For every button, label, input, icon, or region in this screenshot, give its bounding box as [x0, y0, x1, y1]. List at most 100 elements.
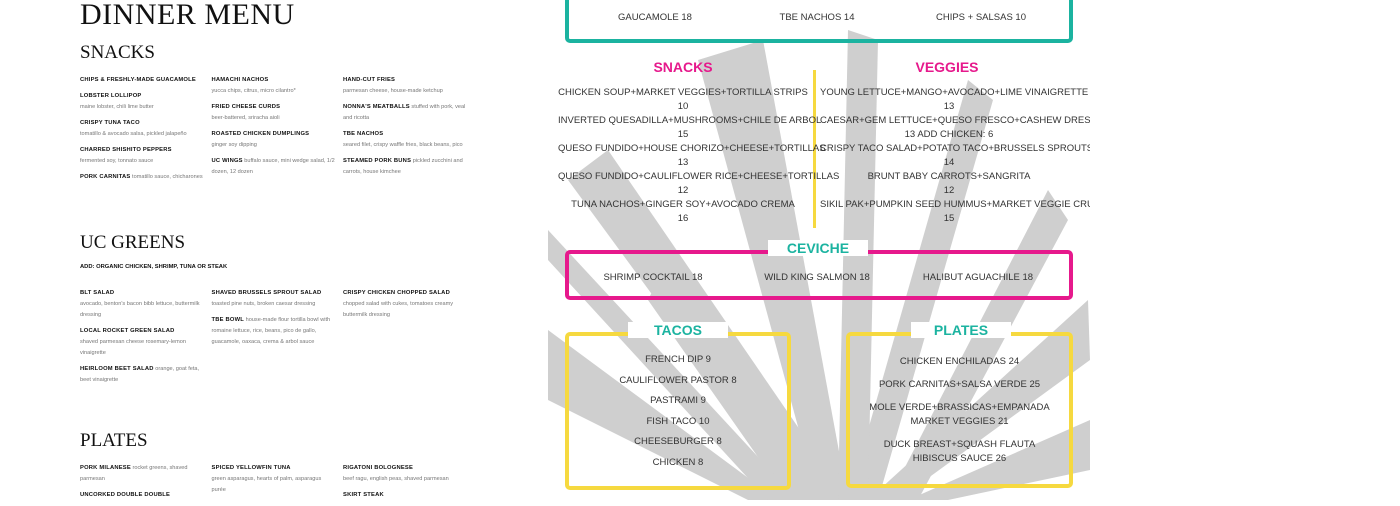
veggie-line: 13 ADD CHICKEN: 6	[904, 129, 994, 140]
snack-line: 12	[677, 185, 689, 196]
item-description: seared filet, crispy waffle fries, black…	[343, 142, 463, 148]
top-box-border	[565, 0, 1073, 43]
veggie-line: CRISPY TACO SALAD+POTATO TACO+BRUSSELS S…	[820, 143, 1090, 154]
plate-item: DUCK BREAST+SQUASH FLAUTA HIBISCUS SAUCE …	[853, 438, 1066, 466]
item-name: CHIPS & FRESHLY-MADE GUACAMOLE	[80, 77, 196, 83]
veggie-line: YOUNG LETTUCE+MANGO+AVOCADO+LIME VINAIGR…	[820, 87, 1089, 98]
item-description: maine lobster, chili lime butter	[80, 104, 154, 110]
item-name: PORK MILANESE	[80, 465, 131, 471]
item-description: orange, goat feta, beet vinaigrette	[80, 366, 200, 383]
plate-line: MOLE VERDE+BRASSICAS+EMPANADA	[869, 402, 1050, 413]
plates-list: CHICKEN ENCHILADAS 24 PORK CARNITAS+SALSA…	[853, 355, 1066, 475]
menu-item: RIGATONI BOLOGNESE beef ragu, english pea…	[343, 463, 468, 485]
taco-item: CHICKEN 8	[652, 456, 704, 468]
item-description: buffalo sauce, mini wedge salad, 1/2 doz…	[211, 158, 335, 175]
snack-line: INVERTED QUESADILLA+MUSHROOMS+CHILE DE A…	[558, 115, 822, 126]
plate-item: MOLE VERDE+BRASSICAS+EMPANADA MARKET VEGG…	[853, 401, 1066, 429]
plate-item: PORK CARNITAS+SALSA VERDE 25	[853, 378, 1066, 392]
menu-item: CRISPY TUNA TACO tomatillo & avocado sals…	[80, 118, 205, 140]
plate-line: CHICKEN ENCHILADAS 24	[899, 356, 1020, 367]
item-name: STEAMED PORK BUNS	[343, 158, 412, 164]
heading-snacks: SNACKS	[653, 59, 713, 75]
taco-item: PASTRAMI 9	[650, 395, 706, 406]
section-heading-plates: PLATES	[80, 430, 148, 451]
plate-line: HIBISCUS SAUCE 26	[912, 453, 1007, 464]
snack-line: 10	[677, 101, 689, 112]
menu-column: HAND-CUT FRIES parmesan cheese, house-mad…	[343, 75, 468, 183]
item-description: toasted pine nuts, broken caesar dressin…	[211, 301, 316, 307]
item-description: pickled zucchini and carrots, house kimc…	[343, 158, 463, 175]
plate-line: DUCK BREAST+SQUASH FLAUTA	[883, 439, 1036, 450]
menu-item: BLT SALAD avocado, benton's bacon bibb le…	[80, 288, 205, 321]
snack-line: TUNA NACHOS+GINGER SOY+AVOCADO CREMA	[571, 199, 795, 210]
item-description: shaved parmesan cheese rosemary-lemon vi…	[80, 339, 187, 356]
item-description: green asparagus, hearts of palm, asparag…	[211, 476, 322, 493]
taco-item: CAULIFLOWER PASTOR 8	[619, 374, 737, 386]
item-name: UC WINGS	[211, 158, 243, 164]
menu-item: PORK MILANESE rocket greens, shaved parm…	[80, 463, 205, 485]
item-name: CHARRED SHISHITO PEPPERS	[80, 147, 172, 153]
menu-column: RIGATONI BOLOGNESE beef ragu, english pea…	[343, 463, 468, 506]
item-name: SKIRT STEAK	[343, 492, 384, 498]
snack-line: 15	[677, 129, 689, 140]
snack-line: QUESO FUNDIDO+CAULIFLOWER RICE+CHEESE+TO…	[558, 171, 840, 182]
item-name: LOCAL ROCKET GREEN SALAD	[80, 328, 175, 334]
item-name: CRISPY TUNA TACO	[80, 120, 140, 126]
item-name: RIGATONI BOLOGNESE	[343, 465, 414, 471]
item-name: FRIED CHEESE CURDS	[211, 104, 281, 110]
plate-line: PORK CARNITAS+SALSA VERDE 25	[878, 379, 1041, 390]
item-name: HEIRLOOM BEET SALAD	[80, 366, 154, 372]
divider-line	[813, 70, 816, 228]
menu-item: CRISPY CHICKEN CHOPPED SALAD chopped sala…	[343, 288, 468, 321]
snack-line: QUESO FUNDIDO+HOUSE CHORIZO+CHEESE+TORTI…	[558, 143, 826, 154]
menu-column: SHAVED BRUSSELS SPROUT SALAD toasted pine…	[212, 288, 337, 353]
veggies-list: YOUNG LETTUCE+MANGO+AVOCADO+LIME VINAIGR…	[820, 86, 1090, 226]
veggie-line: BRUNT BABY CARROTS+SANGRITA	[867, 171, 1031, 182]
menu-item: HAND-CUT FRIES parmesan cheese, house-mad…	[343, 75, 468, 97]
plate-item: CHICKEN ENCHILADAS 24	[853, 355, 1066, 369]
item-name: LOBSTER LOLLIPOP	[80, 93, 142, 99]
section-heading-snacks: SNACKS	[80, 42, 155, 63]
menu-column: CHIPS & FRESHLY-MADE GUACAMOLE LOBSTER LO…	[80, 75, 205, 188]
veggie-line: 13	[943, 101, 955, 112]
item-description: avocado, benton's bacon bibb lettuce, bu…	[80, 301, 200, 318]
item-name: HAND-CUT FRIES	[343, 77, 396, 83]
menu-item: TBE NACHOS seared filet, crispy waffle fr…	[343, 129, 468, 151]
snack-line: 16	[677, 213, 689, 224]
menu-item: CHARRED SHISHITO PEPPERS fermented soy, t…	[80, 145, 205, 167]
taco-item: CHEESEBURGER 8	[634, 436, 722, 447]
item-name: TBE NACHOS	[343, 131, 384, 137]
taco-item: FISH TACO 10	[646, 415, 710, 427]
greens-add-note: ADD: ORGANIC CHICKEN, SHRIMP, TUNA OR ST…	[80, 264, 228, 270]
item-description: beef ragu, english peas, shaved parmesan	[343, 476, 449, 482]
top-item: TBE NACHOS 14	[779, 12, 855, 23]
ceviche-item: SHRIMP COCKTAIL 18	[603, 272, 703, 283]
menu-item: LOBSTER LOLLIPOP maine lobster, chili lim…	[80, 91, 205, 113]
menu-item: TBE BOWL house-made flour tortilla bowl …	[212, 315, 337, 348]
snack-line: 13	[677, 157, 689, 168]
item-name: PORK CARNITAS	[80, 174, 131, 180]
heading-plates: PLATES	[911, 322, 1011, 338]
item-description: chopped salad with cukes, tomatoes cream…	[343, 301, 454, 318]
menu-column: HAMACHI NACHOS yucca chips, citrus, micro…	[212, 75, 337, 183]
item-name: SPICED YELLOWFIN TUNA	[211, 465, 291, 471]
heading-ceviche: CEVICHE	[768, 240, 868, 256]
veggie-line: 15	[943, 213, 955, 224]
menu-item: UNCORKED DOUBLE DOUBLE	[80, 490, 205, 501]
snack-line: CHICKEN SOUP+MARKET VEGGIES+TORTILLA STR…	[558, 87, 808, 98]
menu-item: ROASTED CHICKEN DUMPLINGS ginger soy dipp…	[212, 129, 337, 151]
ceviche-item: HALIBUT AGUACHILE 18	[922, 272, 1034, 283]
menu-column: SPICED YELLOWFIN TUNA green asparagus, he…	[212, 463, 337, 501]
item-description: beer-battered, sriracha aioli	[211, 115, 280, 121]
item-description: fermented soy, tonnato sauce	[80, 158, 154, 164]
menu-item: CHIPS & FRESHLY-MADE GUACAMOLE	[80, 75, 205, 86]
menu-item: SKIRT STEAK	[343, 490, 468, 501]
item-description: stuffed with pork, veal and ricotta	[343, 104, 466, 121]
item-name: NONNA'S MEATBALLS	[343, 104, 410, 110]
item-name: TBE BOWL	[211, 317, 245, 323]
ceviche-item: WILD KING SALMON 18	[764, 272, 870, 283]
menu-item: FRIED CHEESE CURDS beer-battered, srirach…	[212, 102, 337, 124]
item-description: ginger soy dipping	[211, 142, 257, 148]
item-description: rocket greens, shaved parmesan	[80, 465, 188, 482]
snacks-list: CHICKEN SOUP+MARKET VEGGIES+TORTILLA STR…	[558, 86, 840, 226]
